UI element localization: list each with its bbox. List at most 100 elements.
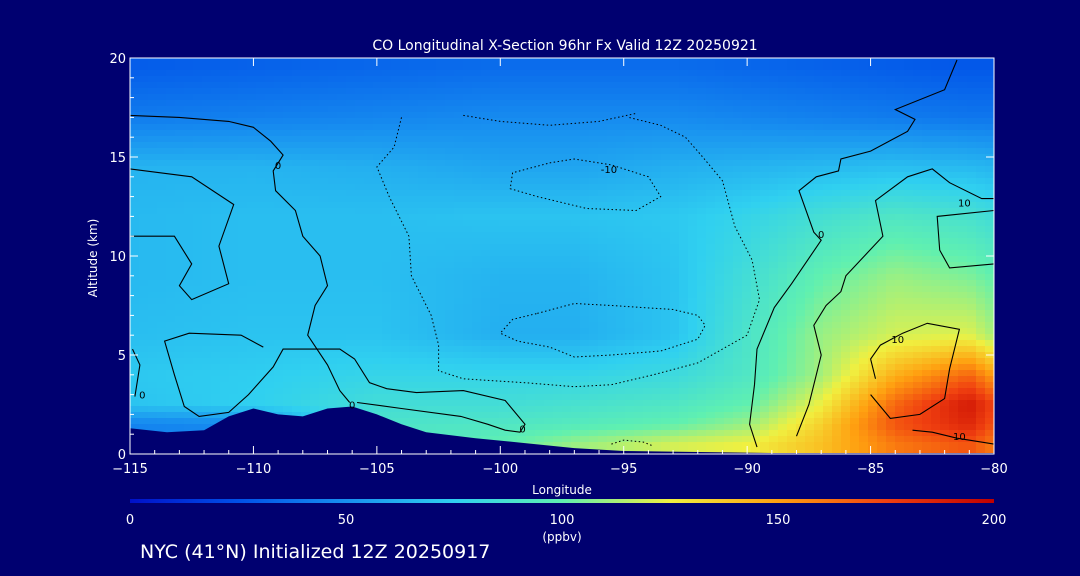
heatmap-cell bbox=[337, 250, 347, 257]
heatmap-cell bbox=[472, 256, 482, 263]
heatmap-cell bbox=[553, 94, 563, 101]
heatmap-cell bbox=[625, 76, 635, 83]
heatmap-cell bbox=[355, 304, 365, 311]
heatmap-cell bbox=[499, 346, 509, 353]
heatmap-cell bbox=[805, 352, 815, 359]
heatmap-cell bbox=[274, 322, 284, 329]
heatmap-cell bbox=[940, 94, 950, 101]
heatmap-cell bbox=[544, 160, 554, 167]
heatmap-cell bbox=[670, 364, 680, 371]
heatmap-cell bbox=[481, 58, 491, 65]
heatmap-cell bbox=[814, 292, 824, 299]
heatmap-cell bbox=[805, 298, 815, 305]
heatmap-cell bbox=[778, 304, 788, 311]
heatmap-cell bbox=[967, 316, 977, 323]
heatmap-cell bbox=[157, 226, 167, 233]
heatmap-cell bbox=[598, 334, 608, 341]
heatmap-cell bbox=[733, 358, 743, 365]
heatmap-cell bbox=[301, 280, 311, 287]
heatmap-cell bbox=[436, 58, 446, 65]
heatmap-cell bbox=[904, 238, 914, 245]
heatmap-cell bbox=[463, 322, 473, 329]
heatmap-cell bbox=[697, 298, 707, 305]
heatmap-cell bbox=[751, 226, 761, 233]
heatmap-cell bbox=[751, 160, 761, 167]
heatmap-cell bbox=[904, 268, 914, 275]
heatmap-cell bbox=[319, 178, 329, 185]
heatmap-cell bbox=[310, 262, 320, 269]
heatmap-cell bbox=[427, 100, 437, 107]
heatmap-cell bbox=[625, 178, 635, 185]
heatmap-cell bbox=[886, 316, 896, 323]
heatmap-cell bbox=[130, 118, 140, 125]
heatmap-cell bbox=[985, 136, 994, 143]
heatmap-cell bbox=[913, 172, 923, 179]
heatmap-cell bbox=[823, 262, 833, 269]
heatmap-cell bbox=[688, 124, 698, 131]
heatmap-cell bbox=[850, 70, 860, 77]
heatmap-cell bbox=[238, 286, 248, 293]
heatmap-cell bbox=[508, 334, 518, 341]
heatmap-cell bbox=[688, 88, 698, 95]
heatmap-cell bbox=[166, 58, 176, 65]
heatmap-cell bbox=[229, 136, 239, 143]
heatmap-cell bbox=[490, 142, 500, 149]
heatmap-cell bbox=[391, 88, 401, 95]
heatmap-cell bbox=[436, 64, 446, 71]
heatmap-cell bbox=[931, 286, 941, 293]
heatmap-cell bbox=[562, 304, 572, 311]
heatmap-cell bbox=[355, 316, 365, 323]
heatmap-cell bbox=[688, 94, 698, 101]
heatmap-cell bbox=[292, 334, 302, 341]
heatmap-cell bbox=[526, 364, 536, 371]
heatmap-cell bbox=[742, 352, 752, 359]
heatmap-cell bbox=[499, 196, 509, 203]
heatmap-cell bbox=[616, 244, 626, 251]
heatmap-cell bbox=[850, 94, 860, 101]
heatmap-cell bbox=[445, 268, 455, 275]
heatmap-cell bbox=[931, 208, 941, 215]
heatmap-cell bbox=[868, 220, 878, 227]
heatmap-cell bbox=[805, 124, 815, 131]
heatmap-cell bbox=[310, 196, 320, 203]
heatmap-cell bbox=[292, 76, 302, 83]
heatmap-cell bbox=[958, 328, 968, 335]
heatmap-cell bbox=[670, 328, 680, 335]
heatmap-cell bbox=[256, 196, 266, 203]
heatmap-cell bbox=[832, 364, 842, 371]
heatmap-cell bbox=[382, 310, 392, 317]
heatmap-cell bbox=[463, 124, 473, 131]
heatmap-cell bbox=[517, 64, 527, 71]
heatmap-cell bbox=[364, 292, 374, 299]
heatmap-cell bbox=[877, 100, 887, 107]
heatmap-cell bbox=[751, 334, 761, 341]
heatmap-cell bbox=[202, 280, 212, 287]
heatmap-cell bbox=[715, 172, 725, 179]
heatmap-cell bbox=[418, 202, 428, 209]
heatmap-cell bbox=[778, 286, 788, 293]
heatmap-cell bbox=[562, 328, 572, 335]
heatmap-cell bbox=[904, 316, 914, 323]
heatmap-cell bbox=[886, 136, 896, 143]
heatmap-cell bbox=[643, 160, 653, 167]
heatmap-cell bbox=[463, 226, 473, 233]
heatmap-cell bbox=[769, 340, 779, 347]
heatmap-cell bbox=[832, 82, 842, 89]
heatmap-cell bbox=[247, 118, 257, 125]
heatmap-cell bbox=[634, 238, 644, 245]
heatmap-cell bbox=[877, 352, 887, 359]
heatmap-cell bbox=[832, 118, 842, 125]
heatmap-cell bbox=[508, 322, 518, 329]
heatmap-cell bbox=[220, 106, 230, 113]
heatmap-cell bbox=[184, 106, 194, 113]
heatmap-cell bbox=[481, 244, 491, 251]
heatmap-cell bbox=[760, 292, 770, 299]
heatmap-cell bbox=[517, 268, 527, 275]
heatmap-cell bbox=[742, 256, 752, 263]
heatmap-cell bbox=[508, 76, 518, 83]
heatmap-cell bbox=[805, 274, 815, 281]
heatmap-cell bbox=[688, 76, 698, 83]
heatmap-cell bbox=[184, 196, 194, 203]
heatmap-cell bbox=[913, 160, 923, 167]
heatmap-cell bbox=[346, 148, 356, 155]
